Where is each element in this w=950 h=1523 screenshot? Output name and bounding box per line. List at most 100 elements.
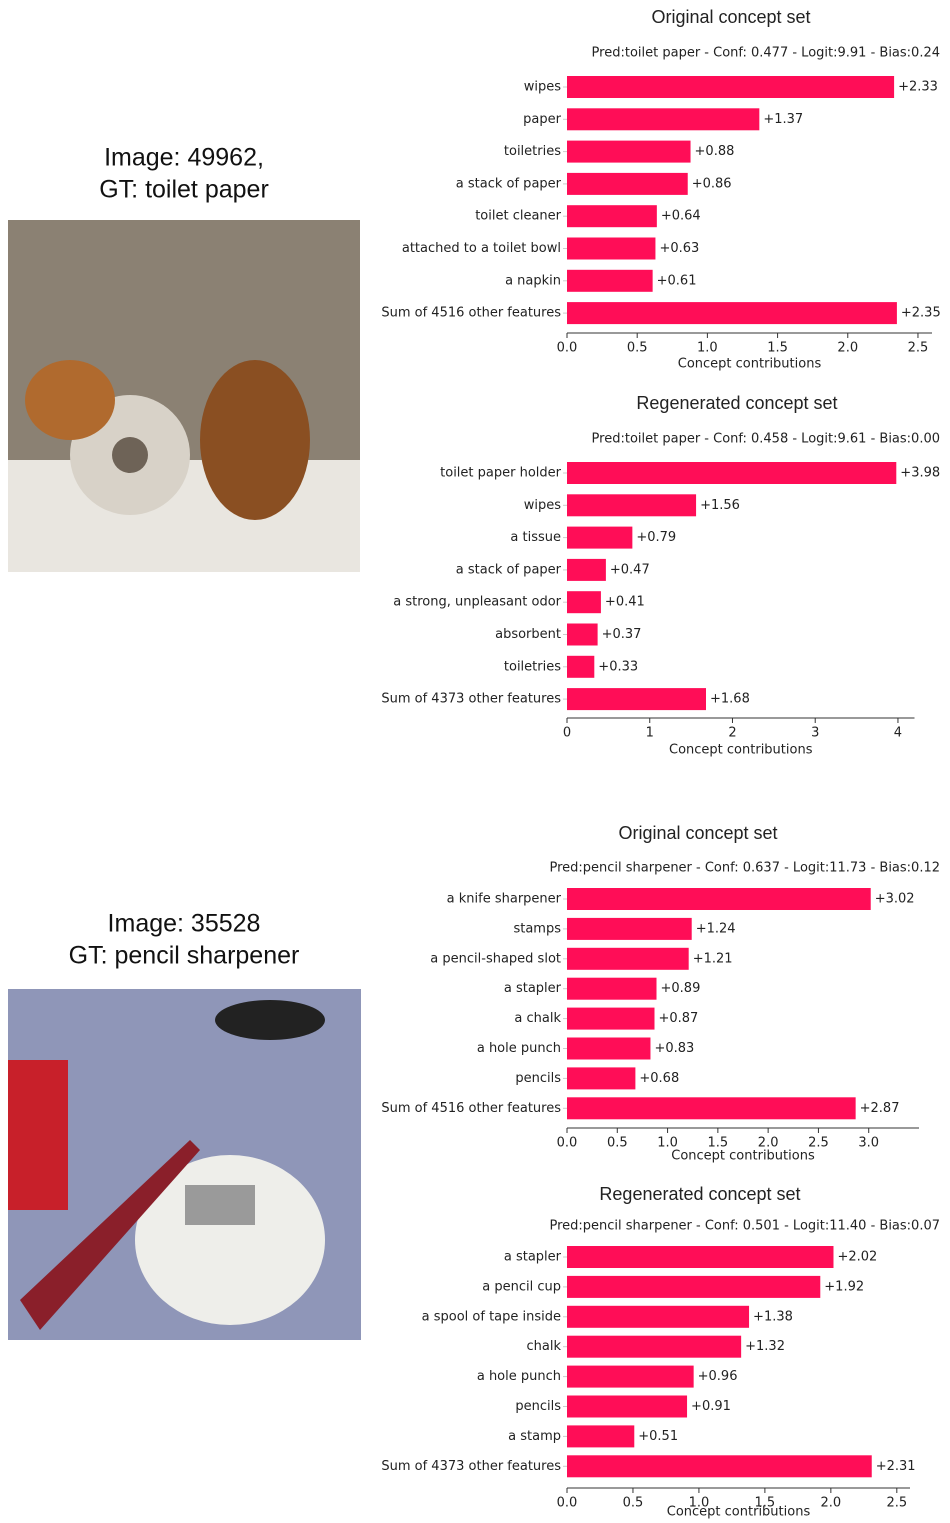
category-label: a stack of paper: [456, 562, 562, 577]
bar: [567, 1425, 635, 1448]
value-label: +2.35: [901, 306, 941, 321]
value-label: +3.02: [875, 892, 915, 907]
value-label: +0.47: [610, 562, 650, 577]
x-tick-label: 1.5: [755, 1496, 776, 1511]
x-tick-label: 2.5: [808, 1136, 829, 1151]
chart-subtitle: Pred:toilet paper - Conf: 0.477 - Logit:…: [592, 46, 940, 61]
category-label: a strong, unpleasant odor: [393, 595, 561, 610]
value-label: +0.51: [638, 1429, 678, 1444]
x-tick-label: 2.0: [837, 341, 858, 356]
value-label: +1.32: [745, 1339, 785, 1354]
bar: [567, 237, 656, 260]
value-label: +1.24: [696, 921, 736, 936]
chart-title: Regenerated concept set: [636, 393, 837, 413]
x-axis-label: Concept contributions: [669, 743, 813, 758]
value-label: +0.88: [695, 144, 735, 159]
x-tick-label: 0.0: [557, 1136, 578, 1151]
value-label: +0.33: [598, 659, 638, 674]
bar: [567, 108, 760, 131]
bar: [567, 977, 657, 1000]
x-tick-label: 1.5: [767, 341, 788, 356]
chart-subtitle: Pred:pencil sharpener - Conf: 0.637 - Lo…: [549, 861, 940, 876]
bar: [567, 526, 633, 549]
category-label: a pencil cup: [482, 1279, 561, 1294]
category-label: Sum of 4373 other features: [381, 1459, 561, 1474]
bar: [567, 1275, 821, 1298]
category-label: a stamp: [508, 1429, 561, 1444]
value-label: +0.63: [659, 241, 699, 256]
category-label: a stapler: [504, 1250, 562, 1265]
value-label: +2.02: [837, 1250, 877, 1265]
category-label: a stack of paper: [456, 176, 562, 191]
chart-subtitle: Pred:pencil sharpener - Conf: 0.501 - Lo…: [549, 1219, 940, 1234]
category-label: wipes: [524, 498, 561, 513]
category-label: stamps: [513, 921, 561, 936]
category-label: toilet paper holder: [440, 466, 562, 481]
category-label: attached to a toilet bowl: [402, 241, 561, 256]
value-label: +1.92: [824, 1279, 864, 1294]
category-label: Sum of 4516 other features: [381, 1101, 561, 1116]
category-label: pencils: [515, 1071, 561, 1086]
x-axis-label: Concept contributions: [667, 1505, 811, 1520]
category-label: absorbent: [495, 627, 561, 642]
bar: [567, 172, 688, 195]
value-label: +1.37: [763, 112, 803, 127]
chart-title: Regenerated concept set: [599, 1184, 800, 1204]
image-caption: Image: 35528: [108, 910, 261, 938]
x-tick-label: 4: [894, 726, 902, 741]
x-tick-label: 0: [563, 726, 571, 741]
value-label: +0.37: [602, 627, 642, 642]
category-label: toiletries: [504, 659, 561, 674]
category-label: a pencil-shaped slot: [430, 951, 561, 966]
photo-kittens: [8, 220, 360, 572]
x-tick-label: 0.5: [607, 1136, 628, 1151]
value-label: +2.31: [876, 1459, 916, 1474]
bar: [567, 1455, 872, 1478]
bar: [567, 1246, 834, 1268]
bar: [567, 140, 691, 163]
category-label: paper: [523, 112, 561, 127]
value-label: +1.38: [753, 1309, 793, 1324]
value-label: +0.79: [636, 530, 676, 545]
bar: [567, 302, 897, 325]
x-tick-label: 1.0: [689, 1496, 710, 1511]
x-tick-label: 0.5: [627, 341, 648, 356]
bar: [567, 462, 897, 484]
value-label: +0.61: [657, 273, 697, 288]
x-tick-label: 0.0: [557, 1496, 578, 1511]
bar: [567, 917, 692, 940]
category-label: a knife sharpener: [447, 892, 562, 907]
x-tick-label: 2: [728, 726, 736, 741]
value-label: +2.87: [860, 1101, 900, 1116]
bar: [567, 1037, 651, 1060]
value-label: +1.21: [693, 951, 733, 966]
category-label: pencils: [515, 1399, 561, 1414]
image-caption: Image: 49962,: [104, 144, 264, 172]
bar: [567, 888, 871, 910]
image-caption: GT: toilet paper: [99, 176, 269, 204]
bar: [567, 1365, 694, 1388]
category-label: a stapler: [504, 981, 562, 996]
x-tick-label: 2.0: [758, 1136, 779, 1151]
bar: [567, 947, 689, 970]
category-label: Sum of 4516 other features: [381, 306, 561, 321]
bar: [567, 688, 706, 711]
value-label: +1.56: [700, 498, 740, 513]
category-label: a hole punch: [477, 1041, 561, 1056]
bar: [567, 1395, 688, 1418]
bar: [567, 1067, 636, 1090]
x-tick-label: 1.0: [697, 341, 718, 356]
value-label: +0.96: [698, 1369, 738, 1384]
category-label: a tissue: [510, 530, 561, 545]
bar: [567, 1305, 750, 1328]
category-label: a hole punch: [477, 1369, 561, 1384]
value-label: +0.68: [639, 1071, 679, 1086]
value-label: +0.87: [658, 1011, 698, 1026]
bar: [567, 269, 653, 292]
category-label: Sum of 4373 other features: [381, 692, 561, 707]
x-tick-label: 3.0: [858, 1136, 879, 1151]
chart-title: Original concept set: [651, 7, 810, 27]
bar: [567, 205, 657, 228]
category-label: toiletries: [504, 144, 561, 159]
